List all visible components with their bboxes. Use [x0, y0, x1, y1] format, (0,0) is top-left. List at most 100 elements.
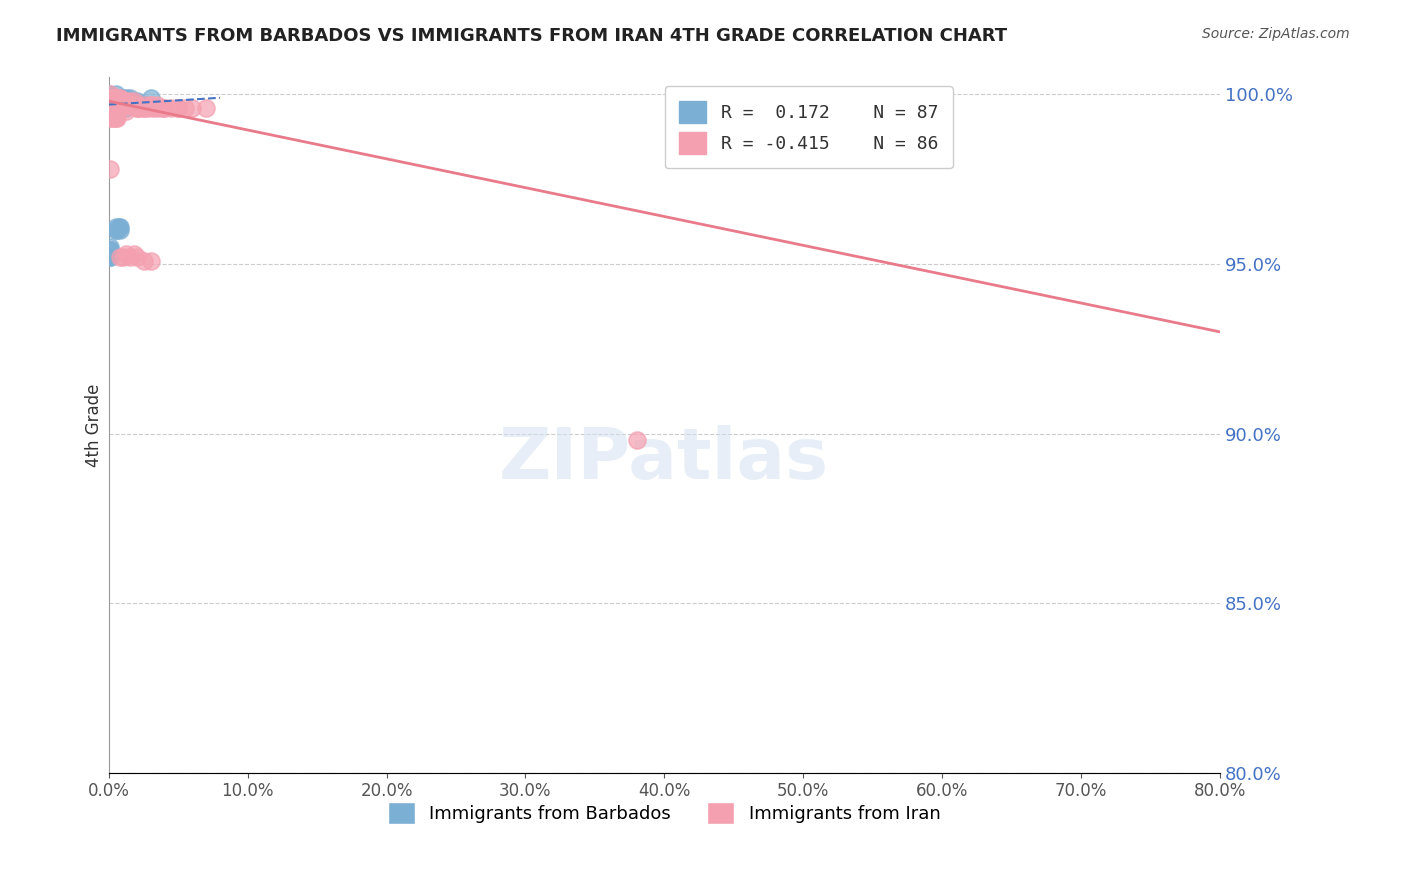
Immigrants from Iran — [111, 97, 134, 112]
Immigrants from Iran — [108, 250, 131, 264]
Immigrants from Barbados — [101, 91, 124, 105]
Immigrants from Barbados — [98, 250, 121, 264]
Immigrants from Barbados — [100, 108, 122, 122]
Immigrants from Iran — [114, 97, 136, 112]
Immigrants from Iran — [98, 104, 121, 119]
Immigrants from Iran — [128, 101, 150, 115]
Immigrants from Barbados — [100, 94, 122, 108]
Immigrants from Barbados — [97, 91, 120, 105]
Immigrants from Barbados — [105, 223, 128, 237]
Immigrants from Iran — [153, 101, 176, 115]
Immigrants from Barbados — [125, 94, 148, 108]
Immigrants from Barbados — [104, 219, 127, 234]
Immigrants from Barbados — [103, 97, 125, 112]
Immigrants from Barbados — [97, 94, 120, 108]
Immigrants from Barbados — [98, 247, 121, 261]
Immigrants from Iran — [104, 91, 127, 105]
Immigrants from Iran — [125, 101, 148, 115]
Immigrants from Iran — [101, 108, 124, 122]
Immigrants from Iran — [111, 97, 134, 112]
Immigrants from Iran — [101, 94, 124, 108]
Immigrants from Iran — [111, 250, 134, 264]
Immigrants from Barbados — [112, 97, 135, 112]
Immigrants from Iran — [181, 101, 204, 115]
Immigrants from Iran — [98, 108, 121, 122]
Immigrants from Iran — [150, 101, 173, 115]
Immigrants from Barbados — [112, 94, 135, 108]
Immigrants from Iran — [122, 247, 145, 261]
Immigrants from Barbados — [110, 94, 132, 108]
Immigrants from Iran — [167, 101, 190, 115]
Immigrants from Barbados — [97, 97, 120, 112]
Immigrants from Iran — [98, 91, 121, 105]
Immigrants from Iran — [111, 94, 134, 108]
Immigrants from Iran — [132, 253, 155, 268]
Immigrants from Barbados — [97, 91, 120, 105]
Immigrants from Iran — [153, 101, 176, 115]
Immigrants from Iran — [125, 101, 148, 115]
Immigrants from Barbados — [107, 94, 129, 108]
Immigrants from Iran — [100, 91, 122, 105]
Immigrants from Iran — [139, 253, 162, 268]
Immigrants from Barbados — [108, 97, 131, 112]
Immigrants from Barbados — [98, 244, 121, 258]
Immigrants from Barbados — [101, 104, 124, 119]
Immigrants from Iran — [98, 161, 121, 176]
Immigrants from Iran — [104, 111, 127, 125]
Immigrants from Barbados — [97, 97, 120, 112]
Immigrants from Barbados — [98, 250, 121, 264]
Immigrants from Iran — [118, 97, 141, 112]
Immigrants from Barbados — [98, 104, 121, 119]
Immigrants from Iran — [101, 97, 124, 112]
Immigrants from Barbados — [115, 97, 138, 112]
Immigrants from Barbados — [101, 108, 124, 122]
Immigrants from Barbados — [107, 219, 129, 234]
Immigrants from Barbados — [105, 97, 128, 112]
Immigrants from Iran — [110, 94, 132, 108]
Immigrants from Barbados — [108, 219, 131, 234]
Immigrants from Barbados — [97, 97, 120, 112]
Immigrants from Barbados — [97, 91, 120, 105]
Immigrants from Barbados — [97, 97, 120, 112]
Immigrants from Iran — [100, 94, 122, 108]
Immigrants from Iran — [174, 101, 197, 115]
Immigrants from Barbados — [97, 94, 120, 108]
Immigrants from Barbados — [103, 108, 125, 122]
Immigrants from Barbados — [110, 97, 132, 112]
Immigrants from Barbados — [104, 97, 127, 112]
Immigrants from Barbados — [103, 94, 125, 108]
Immigrants from Iran — [101, 108, 124, 122]
Immigrants from Iran — [105, 94, 128, 108]
Immigrants from Barbados — [105, 94, 128, 108]
Immigrants from Iran — [104, 97, 127, 112]
Immigrants from Barbados — [103, 101, 125, 115]
Immigrants from Barbados — [98, 244, 121, 258]
Immigrants from Barbados — [97, 91, 120, 105]
Immigrants from Barbados — [97, 94, 120, 108]
Immigrants from Barbados — [97, 87, 120, 102]
Immigrants from Iran — [136, 101, 159, 115]
Immigrants from Iran — [107, 91, 129, 105]
Immigrants from Iran — [132, 101, 155, 115]
Immigrants from Barbados — [97, 94, 120, 108]
Immigrants from Iran — [112, 94, 135, 108]
Immigrants from Barbados — [108, 223, 131, 237]
Immigrants from Iran — [122, 94, 145, 108]
Immigrants from Barbados — [127, 97, 149, 112]
Immigrants from Iran — [110, 94, 132, 108]
Immigrants from Barbados — [117, 97, 139, 112]
Immigrants from Barbados — [105, 91, 128, 105]
Immigrants from Barbados — [118, 97, 141, 112]
Immigrants from Iran — [122, 97, 145, 112]
Immigrants from Iran — [103, 94, 125, 108]
Immigrants from Iran — [115, 97, 138, 112]
Immigrants from Iran — [125, 250, 148, 264]
Immigrants from Barbados — [114, 94, 136, 108]
Immigrants from Iran — [626, 434, 648, 448]
Immigrants from Barbados — [108, 97, 131, 112]
Immigrants from Iran — [100, 91, 122, 105]
Immigrants from Barbados — [115, 94, 138, 108]
Immigrants from Iran — [103, 94, 125, 108]
Immigrants from Barbados — [121, 97, 143, 112]
Immigrants from Iran — [105, 111, 128, 125]
